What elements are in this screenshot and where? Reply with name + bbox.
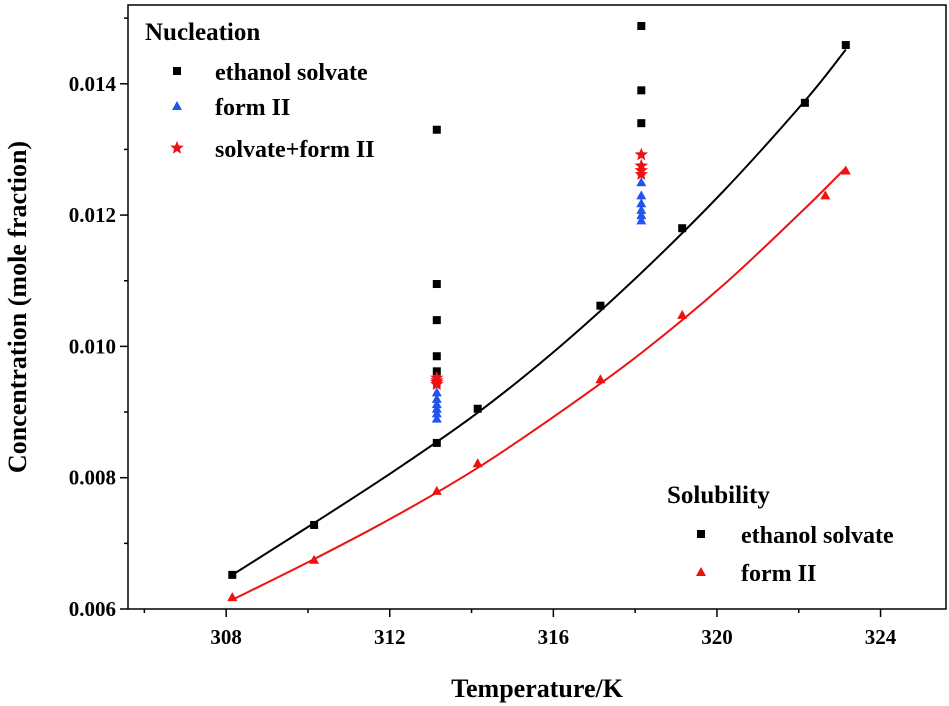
x-axis: 308 312 316 320 324 [143,609,897,649]
y-tick-label: 0.008 [69,466,116,490]
point-nucleation-ethanol-solvate [637,22,646,31]
y-tick-label: 0.014 [69,72,117,96]
point-nucleation-form-ii [431,413,442,423]
point-solubility-form-ii [309,554,320,564]
legend-nucleation-entry-ethanol-solvate: ethanol solvate [173,60,368,86]
plot-frame [127,4,947,610]
point-nucleation-ethanol-solvate [432,125,441,134]
legend-square-marker [697,530,705,538]
point-solubility-form-ii [677,309,688,319]
point-solubility-form-ii [431,485,442,495]
point-nucleation-form-ii [636,190,647,200]
x-tick-label: 320 [701,625,733,649]
legend-solubility-title: Solubility [667,482,770,509]
x-tick-label: 312 [374,625,406,649]
legend-triangle-marker [696,567,706,576]
fit-curves [231,48,847,601]
data-markers [227,22,851,602]
legend-nucleation-label-solvate-form-ii: solvate+form II [215,137,375,163]
legend-nucleation-title: Nucleation [145,19,260,46]
x-tick-label: 308 [210,625,242,649]
x-tick-label: 316 [538,625,570,649]
fit-curve-form-ii-fit [231,167,847,601]
point-nucleation-ethanol-solvate [637,86,646,95]
legend-square-marker [173,67,181,75]
legend-triangle-marker [172,101,182,110]
point-nucleation-form-ii [431,393,442,403]
point-nucleation-form-ii [636,215,647,225]
point-nucleation-form-ii [636,177,647,187]
x-tick-label: 324 [865,625,897,649]
point-nucleation-form-ii [636,198,647,208]
y-tick-label: 0.012 [69,203,116,227]
point-nucleation-form-ii [431,399,442,409]
y-axis: 0.006 0.008 0.010 0.012 0.014 [69,17,128,621]
y-tick-label: 0.010 [69,334,116,358]
point-nucleation-solvate-form-ii [634,147,648,161]
legend-solubility-label-ethanol-solvate: ethanol solvate [741,523,894,549]
point-nucleation-form-ii [636,210,647,220]
point-nucleation-solvate-form-ii [430,377,444,391]
point-nucleation-form-ii [431,408,442,418]
point-solubility-ethanol-solvate [596,301,605,310]
y-axis-title: Concentration (mole fraction) [3,141,32,473]
legend-solubility-entry-ethanol-solvate: ethanol solvate [697,523,894,549]
point-solubility-ethanol-solvate [310,520,319,529]
point-nucleation-ethanol-solvate [432,352,441,361]
point-solubility-ethanol-solvate [678,224,687,233]
legend-solubility-label-form-ii: form II [741,561,816,587]
legend-solubility: Solubility ethanol solvate form II [667,482,894,587]
point-nucleation-solvate-form-ii [634,167,648,180]
legend-nucleation-entry-solvate-form-ii: solvate+form II [170,137,375,163]
point-solubility-ethanol-solvate [841,41,850,50]
point-nucleation-ethanol-solvate [432,316,441,325]
plot-area [127,4,947,610]
legend-nucleation: Nucleation ethanol solvate form II solva… [145,19,375,163]
legend-nucleation-label-ethanol-solvate: ethanol solvate [215,60,368,86]
point-solubility-form-ii [595,374,606,384]
legend-nucleation-entry-form-ii: form II [172,95,290,121]
point-solubility-ethanol-solvate [228,570,237,579]
point-solubility-form-ii [840,165,851,175]
point-nucleation-ethanol-solvate [432,280,441,289]
point-nucleation-ethanol-solvate [637,119,646,128]
legend-nucleation-label-form-ii: form II [215,95,290,121]
point-solubility-form-ii [227,592,238,602]
point-nucleation-form-ii [431,387,442,397]
point-solubility-form-ii [820,190,831,200]
point-solubility-ethanol-solvate [473,404,482,413]
point-solubility-ethanol-solvate [432,438,441,447]
point-solubility-ethanol-solvate [800,98,809,107]
y-tick-label: 0.006 [69,597,116,621]
legend-solubility-entry-form-ii: form II [696,561,816,587]
point-nucleation-form-ii [431,403,442,413]
legend-star-marker [170,141,184,154]
x-axis-title: Temperature/K [451,674,624,703]
fit-curve-ethanol-solvate-fit [231,48,847,576]
point-nucleation-form-ii [636,204,647,214]
point-solubility-form-ii [472,458,483,468]
